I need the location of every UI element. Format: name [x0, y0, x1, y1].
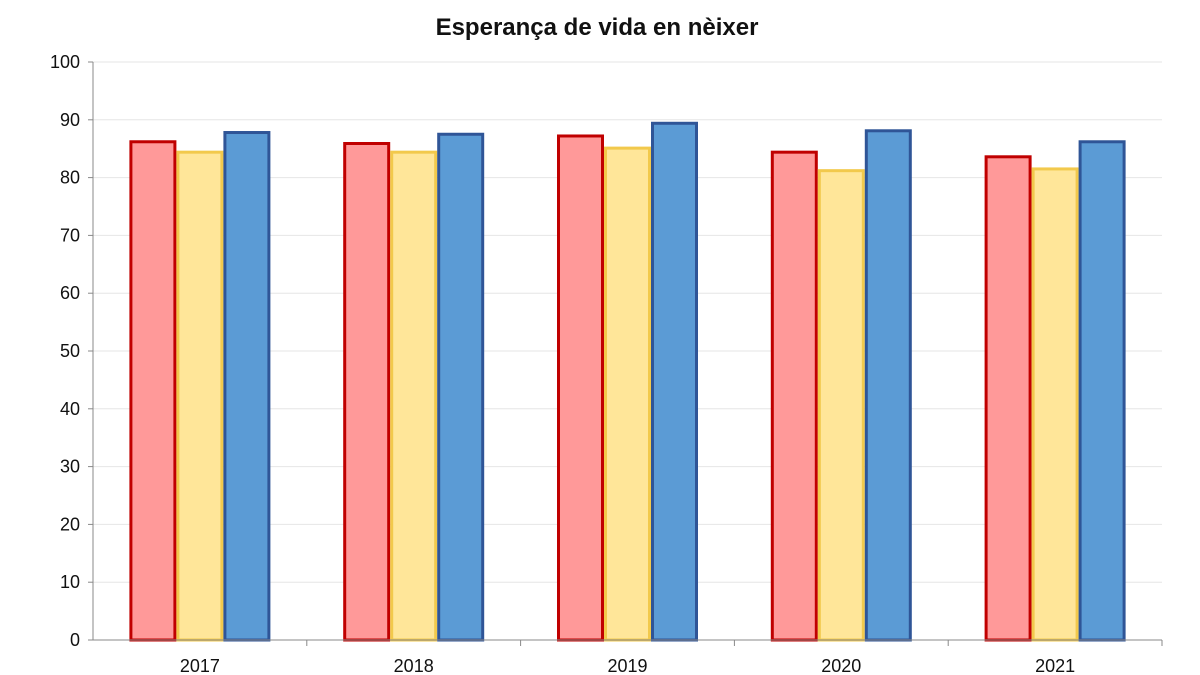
y-tick-label: 0 — [70, 630, 80, 650]
x-tick-label: 2018 — [394, 656, 434, 675]
y-tick-label: 40 — [60, 399, 80, 419]
y-tick-label: 60 — [60, 283, 80, 303]
bar-2020-series-1 — [770, 150, 818, 642]
y-tick-label: 100 — [50, 52, 80, 72]
y-tick-label: 30 — [60, 457, 80, 477]
bar-2019-series-1 — [557, 134, 604, 642]
x-tick-label: 2017 — [180, 656, 220, 675]
bar-2017-series-3 — [223, 131, 271, 642]
bar-2021-series-1 — [984, 155, 1032, 642]
bar-2020-series-2 — [817, 169, 865, 642]
x-tick-label: 2021 — [1035, 656, 1075, 675]
y-tick-label: 70 — [60, 225, 80, 245]
bar-2018-series-2 — [390, 150, 438, 642]
y-tick-label: 50 — [60, 341, 80, 361]
x-tick-label: 2020 — [821, 656, 861, 675]
bar-2017-series-2 — [176, 150, 224, 642]
y-tick-label: 10 — [60, 572, 80, 592]
bar-2017-series-1 — [129, 140, 177, 642]
chart-title: Esperança de vida en nèixer — [436, 14, 759, 41]
bar-2018-series-3 — [437, 132, 485, 642]
y-tick-label: 90 — [60, 110, 80, 130]
bar-2021-series-2 — [1031, 167, 1079, 642]
bar-2021-series-3 — [1078, 140, 1126, 642]
bar-2018-series-1 — [343, 141, 391, 642]
y-tick-label: 20 — [60, 514, 80, 534]
bar-2019-series-2 — [604, 146, 651, 642]
y-tick-label: 80 — [60, 168, 80, 188]
bar-2019-series-3 — [651, 121, 698, 642]
x-tick-label: 2019 — [607, 656, 647, 675]
bar-2020-series-3 — [864, 129, 912, 642]
